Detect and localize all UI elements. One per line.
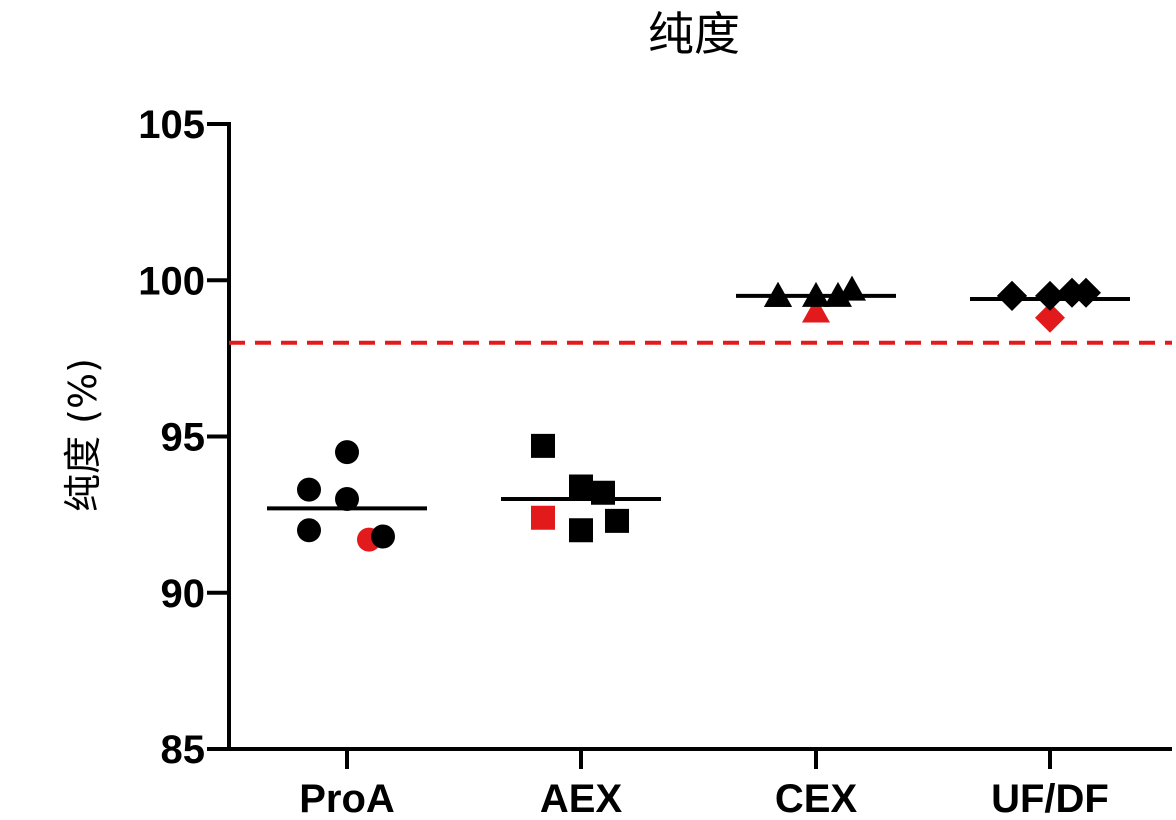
data-point-diamond [1035,280,1065,311]
data-point-diamond [1071,277,1101,308]
data-point-triangle [802,297,830,323]
data-point-circle [335,487,359,511]
x-tick-label: UF/DF [991,777,1109,820]
data-point-circle [297,518,321,543]
data-point-diamond [997,280,1027,311]
y-tick-label: 105 [138,103,205,147]
x-tick-label: AEX [540,777,623,820]
data-point-triangle [802,281,830,307]
data-point-square [569,474,593,499]
y-tick-label: 85 [161,728,206,772]
data-point-circle [297,477,321,502]
y-axis-label: 纯度 (%) [61,358,105,512]
data-point-square [531,433,555,458]
data-point-triangle [838,275,866,301]
y-tick-label: 95 [161,416,206,460]
y-tick-label: 100 [138,259,205,303]
data-point-triangle [764,281,792,307]
data-point-square [531,505,555,530]
x-tick-label: ProA [299,777,395,820]
data-point-square [591,480,615,505]
y-tick-label: 90 [161,572,206,616]
data-point-circle [335,440,359,465]
x-tick-label: CEX [775,777,858,820]
data-point-square [569,518,593,543]
chart-title: 纯度 [648,7,740,61]
plot-area: 85 90 95 100 105 ProA AEX CEX UF/DF [138,103,1172,820]
data-point-square [605,508,629,533]
data-point-circle [371,524,395,549]
data-point-diamond [1035,302,1065,333]
